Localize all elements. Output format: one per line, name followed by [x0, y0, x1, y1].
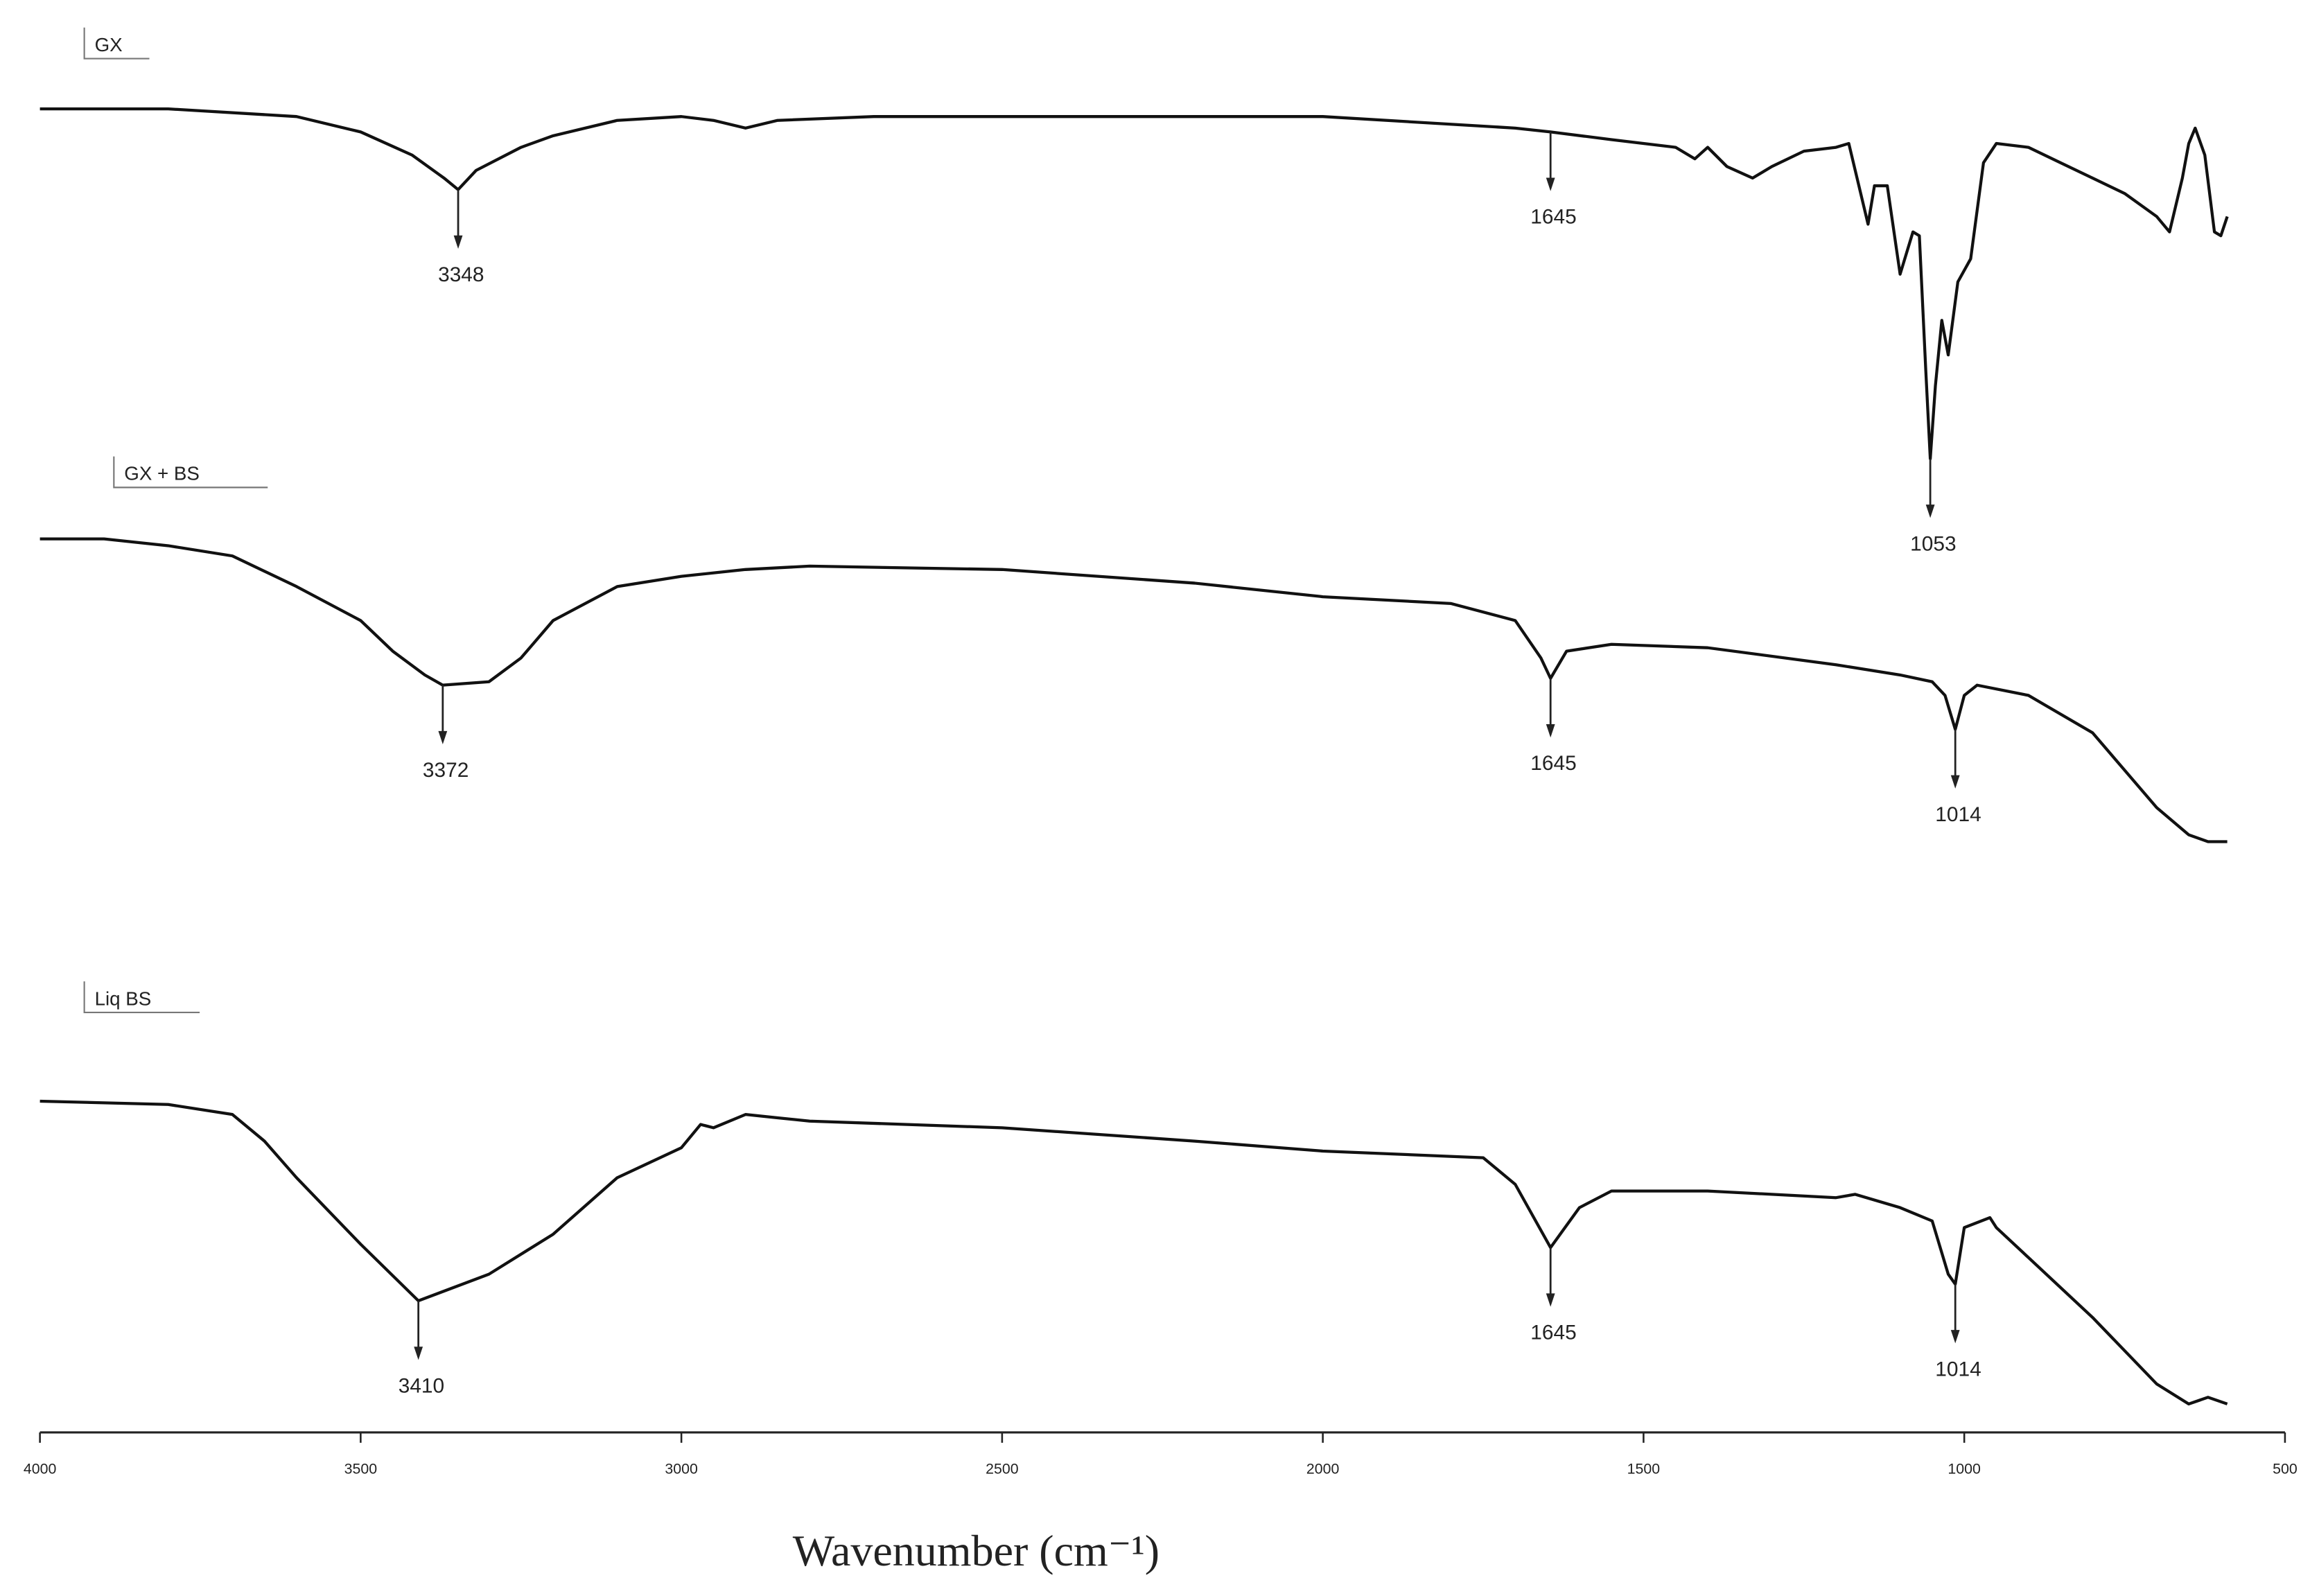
peak-label: 3410: [399, 1374, 444, 1397]
x-tick-label: 500: [2273, 1461, 2298, 1477]
legend-box: [83, 27, 150, 60]
x-tick-label: 3500: [344, 1461, 378, 1477]
x-tick-label: 4000: [24, 1461, 57, 1477]
peak-arrowhead: [453, 235, 463, 249]
peak-arrowhead: [1546, 177, 1555, 191]
peak-arrowhead: [1546, 724, 1555, 738]
peak-arrowhead: [1950, 1330, 1960, 1344]
peak-label: 1645: [1530, 206, 1576, 229]
legend-label: GX: [95, 34, 123, 55]
legend-label: Liq BS: [95, 988, 152, 1009]
x-axis-label: Wavenumber (cm⁻¹): [793, 1526, 1160, 1575]
legend-box: [83, 981, 200, 1013]
peak-label: 3372: [423, 759, 469, 782]
peak-arrowhead: [1950, 775, 1960, 789]
peak-arrowhead: [438, 730, 448, 745]
legend-box: [113, 456, 268, 489]
x-tick-label: 2500: [986, 1461, 1019, 1477]
x-tick-label: 1500: [1627, 1461, 1661, 1477]
peak-arrowhead: [1925, 505, 1935, 518]
x-tick-label: 1000: [1948, 1461, 1981, 1477]
peak-arrowhead: [1546, 1293, 1555, 1307]
peak-label: 1053: [1910, 532, 1956, 555]
legend-label: GX + BS: [124, 463, 200, 484]
spectrum-line: [40, 107, 2229, 461]
spectrum-line: [40, 537, 2228, 843]
peak-label: 1645: [1530, 752, 1576, 775]
peak-arrowhead: [414, 1347, 423, 1360]
x-tick-label: 3000: [665, 1461, 698, 1477]
peak-label: 1014: [1935, 803, 1981, 826]
peak-label: 1014: [1935, 1358, 1981, 1380]
x-tick-label: 2000: [1306, 1461, 1340, 1477]
peak-label: 1645: [1530, 1322, 1576, 1344]
peak-label: 3348: [438, 263, 484, 286]
spectrum-line: [40, 1099, 2228, 1406]
